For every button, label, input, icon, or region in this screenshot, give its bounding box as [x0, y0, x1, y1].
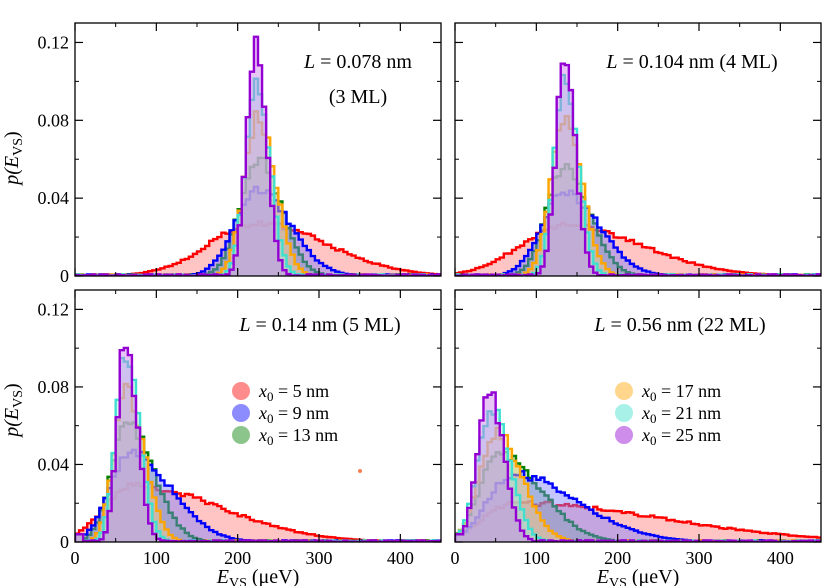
hist-outline-x0-25nm [75, 35, 441, 276]
stray-marker [358, 469, 362, 473]
panel-annotation: L = 0.14 nm (5 ML) [238, 314, 400, 336]
x-tick-label: 0 [451, 548, 460, 568]
y-tick-label: 0.04 [38, 454, 70, 474]
plot-area [75, 346, 441, 542]
ticks [454, 23, 821, 277]
legend-label: x0 = 9 nm [258, 403, 329, 426]
y-tick-label: 0 [60, 266, 69, 286]
hist-fill-x0-9nm [75, 186, 441, 276]
x-tick-label: 100 [143, 548, 170, 568]
hist-fill-x0-21nm [75, 358, 441, 542]
hist-fill-x0-9nm [75, 449, 441, 542]
hist-fill-x0-9nm [455, 471, 821, 542]
legend-swatch [232, 404, 250, 422]
hist-fill-x0-21nm [455, 409, 821, 542]
ticks: 0 100 200 300 400 [451, 290, 821, 568]
x-tick-label: 200 [604, 548, 631, 568]
hist-fill-x0-9nm [455, 190, 821, 276]
x-axis-title-right: EVS (μeV) [596, 566, 680, 586]
panel-frame [74, 289, 442, 543]
panel-annotation: L = 0.078 nm [303, 51, 412, 73]
panel-4: 0 100 200 300 400 L = 0.56 nm (22 ML) [451, 289, 822, 568]
legend-label: x0 = 21 nm [641, 403, 721, 426]
hist-fill-x0-25nm [455, 392, 821, 542]
legend-swatch [615, 426, 633, 444]
y-tick-label: 0.12 [38, 299, 70, 319]
plot-area [455, 62, 821, 276]
y-tick-label: 0.08 [38, 377, 70, 397]
panel-3: 0 100 200 300 400 0 0.04 0.08 0.12 L = 0.14 nm (5… [38, 289, 442, 568]
hist-fill-x0-13nm [455, 164, 821, 276]
legend-swatch [232, 426, 250, 444]
ticks: 0 100 200 300 400 0 0.04 0.08 0.12 [38, 290, 441, 568]
hist-fill-x0-17nm [455, 116, 821, 276]
legend-swatch [232, 382, 250, 400]
y-tick-label: 0.04 [38, 188, 70, 208]
hist-fill-x0-13nm [75, 157, 441, 276]
legend-label: x0 = 5 nm [258, 381, 329, 404]
panel-frame [74, 22, 442, 277]
panel-annotation: (3 ML) [329, 86, 387, 108]
hist-fill-x0-17nm [75, 111, 441, 276]
y-tick-label: 0.08 [38, 110, 70, 130]
hist-fill-x0-5nm [455, 501, 821, 542]
hist-fill-x0-5nm [455, 222, 821, 276]
panel-annotation: L = 0.56 nm (22 ML) [593, 314, 765, 336]
x-tick-label: 0 [71, 548, 80, 568]
hist-outline-x0-5nm [455, 500, 821, 542]
hist-fill-x0-5nm [75, 221, 441, 276]
x-tick-label: 300 [306, 548, 333, 568]
ticks: 0 0.04 0.08 0.12 [38, 23, 441, 286]
y-tick-label: 0 [60, 532, 69, 552]
y-axis-title-bottom: p(EVS) [1, 383, 26, 438]
hist-fill-x0-25nm [75, 347, 441, 542]
panel-2: L = 0.104 nm (4 ML) [454, 22, 822, 277]
hist-fill-x0-13nm [455, 452, 821, 542]
legend-label: x0 = 13 nm [258, 425, 338, 448]
hist-outline-x0-25nm [455, 62, 821, 276]
y-tick-label: 0.12 [38, 32, 70, 52]
legend-label: x0 = 25 nm [641, 425, 721, 448]
panel-annotation: L = 0.104 nm (4 ML) [605, 51, 777, 73]
plot-area [455, 391, 821, 542]
hist-fill-x0-21nm [75, 78, 441, 276]
y-axis-title-top: p(EVS) [1, 131, 26, 186]
x-tick-label: 300 [686, 548, 713, 568]
x-axis-title-left: EVS (μeV) [216, 566, 300, 586]
panel-frame [454, 289, 822, 543]
x-tick-label: 400 [387, 548, 414, 568]
x-tick-label: 100 [523, 548, 550, 568]
panels-layer: 0 0.04 0.08 0.12 L = 0.078 nm (3 ML) L = 0.104… [38, 22, 822, 568]
x-tick-label: 200 [224, 548, 251, 568]
panel-frame [454, 22, 822, 277]
legend-swatch [615, 382, 633, 400]
legend-swatch [615, 404, 633, 422]
legend-label: x0 = 17 nm [641, 381, 721, 404]
hist-fill-x0-5nm [75, 483, 441, 542]
hist-fill-x0-13nm [75, 422, 441, 542]
x-tick-label: 400 [767, 548, 794, 568]
panel-1: 0 0.04 0.08 0.12 L = 0.078 nm (3 ML) [38, 22, 442, 286]
hist-fill-x0-25nm [75, 36, 441, 276]
